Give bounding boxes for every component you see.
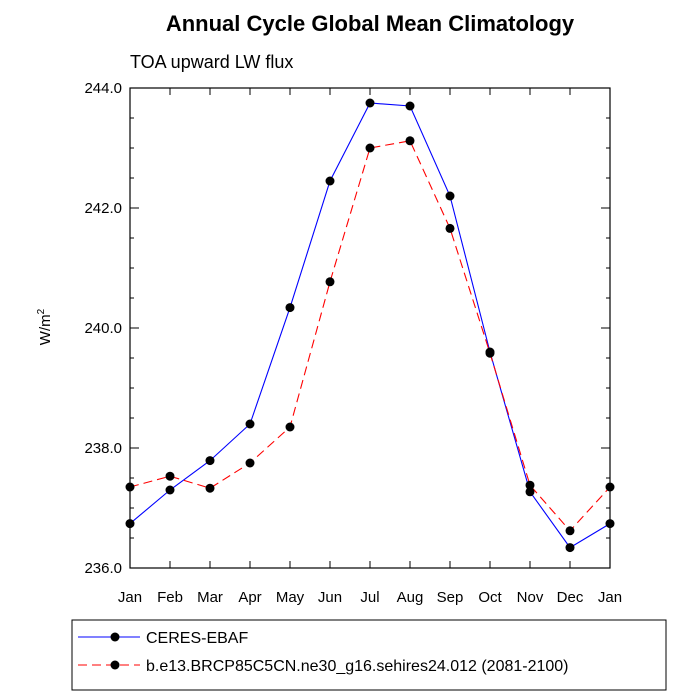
x-tick-label: Jan [118,589,142,606]
legend-marker-1 [110,632,120,642]
data-point-series-2 [285,422,295,432]
data-point-series-1 [245,419,255,429]
x-tick-label: Feb [157,589,183,606]
data-point-series-2 [605,482,615,492]
data-point-series-2 [445,223,455,233]
data-point-series-2 [405,136,415,146]
x-tick-label: Aug [397,589,424,606]
data-point-series-1 [285,303,295,313]
y-tick-label: 236.0 [84,560,122,577]
legend-box [71,619,667,691]
y-tick-label: 238.0 [84,440,122,457]
data-point-series-2 [365,143,375,153]
data-point-series-1 [525,487,535,497]
data-point-series-2 [125,482,135,492]
data-point-series-1 [325,176,335,186]
data-point-series-2 [325,277,335,287]
data-point-series-2 [485,348,495,358]
y-axis-label-text: W/m [37,314,54,345]
data-point-series-1 [125,519,135,529]
x-tick-label: Nov [517,589,544,606]
data-point-series-1 [365,98,375,108]
data-point-series-2 [565,526,575,536]
x-tick-label: Jan [598,589,622,606]
data-point-series-1 [445,191,455,201]
data-point-series-1 [405,101,415,111]
series-line-2 [129,140,611,532]
y-tick-label: 242.0 [84,200,122,217]
y-axis-label: W/m2 [36,308,54,345]
legend-label-2: b.e13.BRCP85C5CN.ne30_g16.sehires24.012 … [146,658,569,675]
data-point-series-1 [205,456,215,466]
x-tick-label: Oct [478,589,502,606]
x-tick-label: May [276,589,305,606]
data-point-series-2 [525,480,535,490]
series-points [125,98,615,553]
plot-frame [129,87,611,569]
y-axis-label-superscript: 2 [36,308,47,314]
x-tick-label: Apr [238,589,261,606]
x-tick-label: Dec [557,589,584,606]
y-tick-label: 244.0 [84,80,122,97]
chart-subtitle: TOA upward LW flux [130,52,293,72]
series-lines [129,102,611,549]
data-point-series-2 [205,483,215,493]
data-point-series-2 [165,471,175,481]
data-point-series-1 [165,485,175,495]
x-tick-label: Mar [197,589,223,606]
x-tick-label: Jul [360,589,379,606]
series-line-1 [129,102,611,549]
y-tick-label: 240.0 [84,320,122,337]
data-point-series-1 [565,543,575,553]
x-tick-label: Sep [437,589,464,606]
data-point-series-2 [245,458,255,468]
legend-marker-2 [110,660,120,670]
chart-title: Annual Cycle Global Mean Climatology [166,11,575,36]
legend-label-1: CERES-EBAF [146,630,248,647]
x-tick-label: Jun [318,589,342,606]
axes: Jan Feb Mar Apr May Jun Jul Aug Sep Oct Nov Dec Jan 2… [84,80,622,606]
data-point-series-1 [605,519,615,529]
legend: CERES-EBAF b.e13.BRCP85C5CN.ne30_g16.sehi… [78,630,569,675]
